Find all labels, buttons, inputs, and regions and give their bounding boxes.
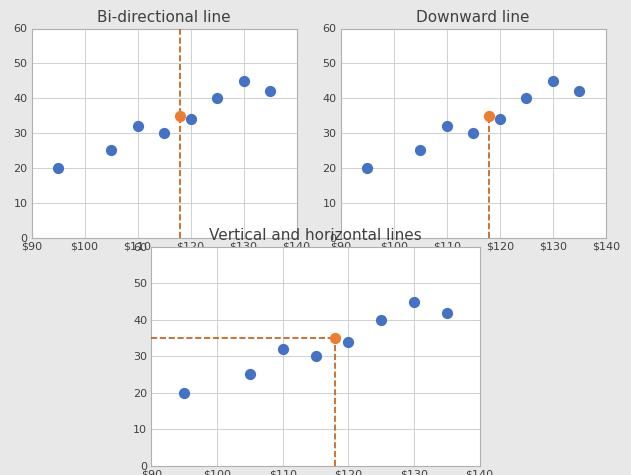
Point [376, 316, 386, 323]
Point [574, 87, 584, 95]
Point [245, 370, 255, 378]
Point [442, 309, 452, 316]
Point [179, 389, 189, 397]
Point [159, 129, 169, 137]
Point [106, 147, 116, 154]
Point [133, 122, 143, 130]
Point [186, 115, 196, 123]
Point [343, 338, 353, 345]
Point [265, 87, 275, 95]
Title: Bi-directional line: Bi-directional line [97, 10, 231, 25]
Point [468, 129, 478, 137]
Point [278, 345, 288, 353]
Point [330, 334, 340, 342]
Point [495, 115, 505, 123]
Title: Downward line: Downward line [416, 10, 530, 25]
Point [362, 164, 372, 171]
Point [521, 95, 531, 102]
Point [239, 77, 249, 85]
Point [442, 122, 452, 130]
Point [415, 147, 425, 154]
Point [548, 77, 558, 85]
Point [484, 112, 494, 119]
Point [175, 112, 185, 119]
Point [409, 298, 419, 305]
Point [310, 352, 321, 360]
Point [53, 164, 63, 171]
Title: Vertical and horizontal lines: Vertical and horizontal lines [209, 228, 422, 243]
Point [212, 95, 222, 102]
